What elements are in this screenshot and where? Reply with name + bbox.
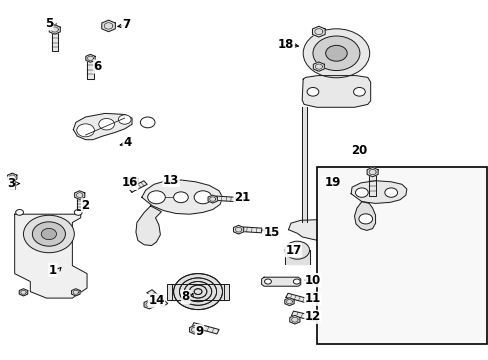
Polygon shape [354, 202, 375, 230]
Bar [167, 284, 172, 300]
Text: 9: 9 [195, 325, 203, 338]
Polygon shape [312, 26, 325, 37]
Text: 12: 12 [304, 310, 321, 323]
Polygon shape [15, 214, 87, 298]
Polygon shape [147, 290, 167, 306]
Polygon shape [102, 20, 115, 32]
Text: 13: 13 [163, 174, 179, 186]
Text: 10: 10 [304, 274, 321, 287]
Polygon shape [212, 196, 235, 202]
Polygon shape [189, 325, 199, 334]
Polygon shape [87, 57, 94, 79]
Circle shape [285, 241, 309, 259]
Polygon shape [368, 171, 375, 196]
Polygon shape [136, 206, 161, 246]
Polygon shape [288, 220, 355, 242]
Circle shape [303, 29, 369, 78]
Text: 6: 6 [94, 60, 102, 73]
Bar [224, 284, 228, 300]
Polygon shape [128, 181, 147, 192]
Circle shape [173, 192, 188, 203]
Text: 18: 18 [277, 39, 294, 51]
Polygon shape [261, 277, 300, 286]
Text: 21: 21 [233, 191, 250, 204]
Text: 1: 1 [49, 264, 57, 276]
Polygon shape [207, 195, 217, 203]
Polygon shape [284, 298, 294, 306]
Circle shape [41, 228, 57, 240]
Polygon shape [144, 300, 154, 309]
Circle shape [147, 191, 165, 204]
Polygon shape [302, 76, 370, 107]
Circle shape [325, 45, 346, 61]
Polygon shape [49, 25, 60, 34]
Text: 15: 15 [263, 226, 279, 239]
Polygon shape [289, 315, 299, 324]
Polygon shape [142, 180, 222, 214]
Polygon shape [291, 311, 316, 321]
Circle shape [293, 279, 300, 284]
Circle shape [194, 191, 211, 204]
Polygon shape [191, 323, 219, 334]
Polygon shape [285, 293, 308, 303]
Text: 17: 17 [285, 244, 301, 257]
Circle shape [353, 87, 365, 96]
Polygon shape [233, 225, 243, 234]
Polygon shape [237, 226, 261, 233]
Polygon shape [285, 250, 309, 264]
Text: 5: 5 [45, 17, 53, 30]
Circle shape [312, 36, 359, 71]
Polygon shape [169, 284, 226, 300]
Polygon shape [77, 194, 82, 210]
Polygon shape [75, 191, 84, 199]
Polygon shape [7, 173, 17, 181]
Circle shape [140, 117, 155, 128]
Polygon shape [71, 289, 80, 296]
Text: 2: 2 [81, 199, 89, 212]
Circle shape [32, 222, 65, 246]
Circle shape [306, 87, 318, 96]
Circle shape [99, 118, 114, 130]
Polygon shape [302, 107, 306, 222]
Circle shape [23, 215, 74, 253]
Text: 3: 3 [7, 177, 15, 190]
Text: 14: 14 [148, 294, 164, 307]
Circle shape [355, 188, 367, 197]
Circle shape [16, 210, 23, 215]
Bar [316, 167, 486, 344]
Circle shape [384, 188, 397, 197]
Text: 19: 19 [324, 176, 340, 189]
Polygon shape [73, 113, 132, 140]
Text: 8: 8 [182, 291, 189, 303]
Polygon shape [366, 167, 377, 177]
Text: 11: 11 [304, 292, 321, 305]
Circle shape [74, 210, 82, 215]
Polygon shape [10, 177, 15, 189]
Text: 16: 16 [121, 176, 138, 189]
Polygon shape [313, 62, 324, 71]
Text: 20: 20 [350, 144, 367, 157]
Polygon shape [52, 29, 58, 51]
Circle shape [264, 279, 271, 284]
Circle shape [358, 214, 372, 224]
Circle shape [118, 115, 131, 124]
Polygon shape [128, 177, 138, 185]
Text: 7: 7 [122, 18, 130, 31]
Text: 4: 4 [123, 136, 131, 149]
Polygon shape [350, 181, 406, 203]
Circle shape [173, 274, 222, 310]
Circle shape [77, 124, 94, 137]
Polygon shape [85, 54, 95, 62]
Polygon shape [19, 289, 28, 296]
